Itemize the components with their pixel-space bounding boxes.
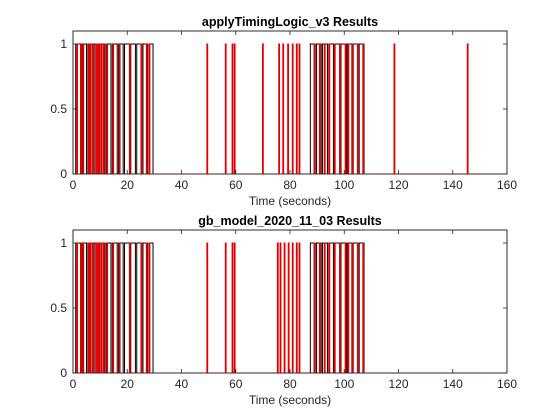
y-tick-label: 1 xyxy=(60,236,67,250)
x-tick-label: 60 xyxy=(229,377,243,391)
x-tick-label: 80 xyxy=(283,178,297,192)
y-tick-label: 1 xyxy=(60,37,67,51)
y-tick-label: 0 xyxy=(60,167,67,181)
axes-frame-2 xyxy=(72,229,508,374)
x-tick-label: 160 xyxy=(497,178,517,192)
x-tick-label: 140 xyxy=(443,377,463,391)
x-tick-label: 80 xyxy=(283,377,297,391)
subplot-1: 0 20 40 60 80 100 120 140 160 0 0.5 1 applyTimingLo… xyxy=(50,15,517,208)
axes-frame-1 xyxy=(72,30,508,175)
x-tick-label: 100 xyxy=(334,377,354,391)
x-tick-label: 0 xyxy=(70,377,77,391)
subplot-title-2: gb_model_2020_11_03 Results xyxy=(198,214,381,228)
x-tick-label: 140 xyxy=(443,178,463,192)
x-tick-label: 20 xyxy=(121,178,135,192)
x-axis-label-1: Time (seconds) xyxy=(249,194,331,208)
x-tick-label: 40 xyxy=(175,377,189,391)
x-tick-label: 160 xyxy=(497,377,517,391)
x-tick-label: 40 xyxy=(175,178,189,192)
x-tick-label: 0 xyxy=(70,178,77,192)
x-tick-label: 120 xyxy=(388,178,408,192)
subplot-title-1: applyTimingLogic_v3 Results xyxy=(202,15,378,29)
x-tick-label: 120 xyxy=(388,377,408,391)
ticks-1: 0 20 40 60 80 100 120 140 160 0 0.5 1 xyxy=(50,31,517,192)
plot-area-2 xyxy=(72,229,508,374)
subplot-2: 0 20 40 60 80 100 120 140 160 0 0.5 1 gb_model_2020… xyxy=(50,214,517,407)
plot-area-1 xyxy=(72,30,508,175)
x-tick-label: 100 xyxy=(334,178,354,192)
x-tick-label: 20 xyxy=(121,377,135,391)
y-tick-label: 0.5 xyxy=(50,301,67,315)
x-tick-label: 60 xyxy=(229,178,243,192)
y-tick-label: 0 xyxy=(60,366,67,380)
y-tick-label: 0.5 xyxy=(50,102,67,116)
x-axis-label-2: Time (seconds) xyxy=(249,393,331,407)
ticks-2: 0 20 40 60 80 100 120 140 160 0 0.5 1 xyxy=(50,230,517,391)
